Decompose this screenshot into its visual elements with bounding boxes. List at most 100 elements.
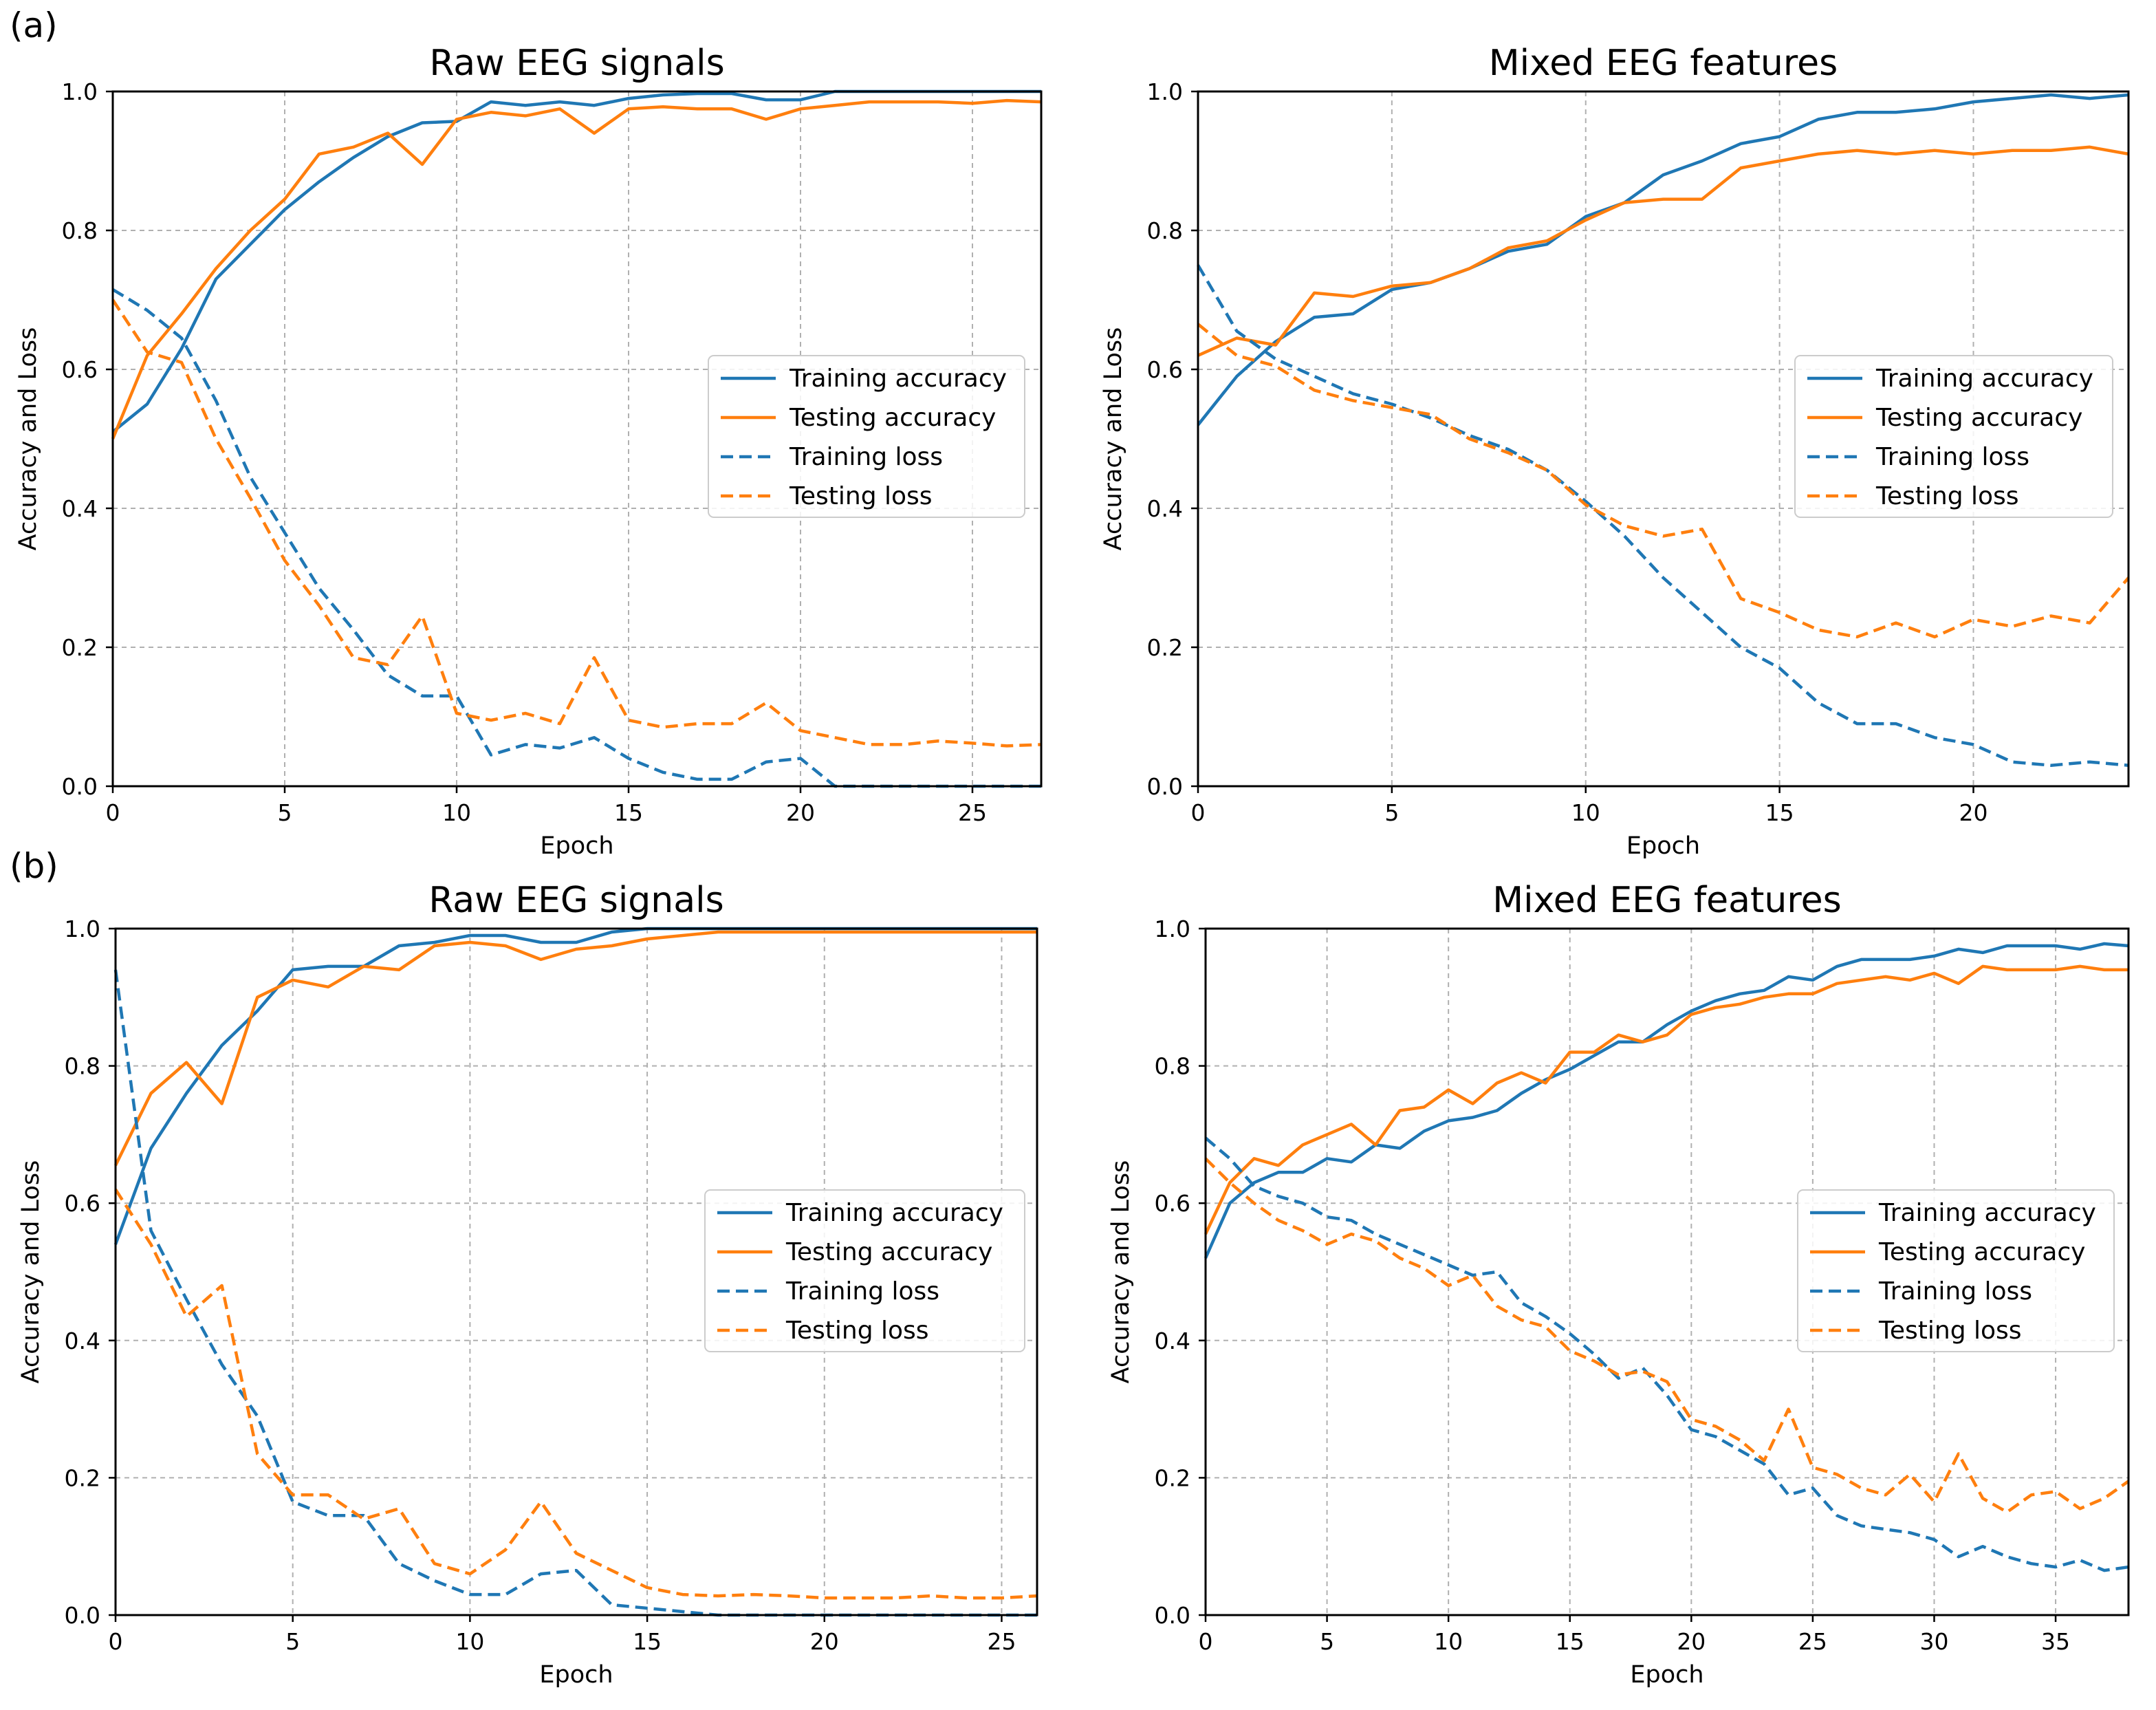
legend-label: Training accuracy	[789, 365, 1007, 393]
x-tick-label: 0	[1191, 799, 1206, 826]
legend-label: Testing loss	[1878, 1317, 2022, 1345]
y-axis-label: Accuracy and Loss	[1100, 327, 1127, 551]
y-tick-label: 0.2	[1155, 1464, 1190, 1491]
legend-box	[704, 1189, 1025, 1352]
plot-frame	[111, 90, 1043, 788]
x-tick-label: 20	[786, 799, 815, 826]
legend: Training accuracy Testing accuracy Trainin…	[708, 355, 1025, 518]
legend-label: Testing accuracy	[789, 404, 996, 432]
chart-2: 0 5 10 15 20 0.0 0.2 0.4 0.6 0.8 1.0 Mixed EEG feat…	[1100, 43, 2130, 860]
legend-label: Testing accuracy	[1875, 404, 2082, 432]
legend-box	[708, 355, 1025, 518]
x-tick-label: 0	[106, 799, 120, 826]
x-tick-label: 5	[1320, 1628, 1334, 1655]
y-tick-label: 0.4	[1147, 495, 1183, 522]
chart-4: 0 5 10 15 20 25 30 35 0.0 0.2 0.4 0.6 0.8 1.0 Mixed EE…	[1107, 880, 2130, 1689]
x-tick-label: 25	[1798, 1628, 1827, 1655]
x-tick-label: 15	[633, 1628, 662, 1655]
panel-label-b: (b)	[10, 846, 58, 886]
y-tick-label: 0.2	[1147, 634, 1183, 661]
y-tick-label: 0.6	[62, 356, 98, 383]
x-tick-label: 15	[614, 799, 643, 826]
x-axis-label: Epoch	[1626, 832, 1700, 860]
y-tick-label: 0.6	[65, 1190, 100, 1217]
x-tick-label: 10	[455, 1628, 484, 1655]
y-tick-label: 1.0	[62, 78, 98, 105]
y-axis-label: Accuracy and Loss	[1107, 1160, 1135, 1384]
legend: Training accuracy Testing accuracy Trainin…	[704, 1189, 1025, 1352]
series-line-training-accuracy	[1197, 93, 2129, 426]
series-line-training-accuracy	[1204, 942, 2129, 1259]
y-tick-label: 0.0	[62, 773, 98, 800]
x-tick-label: 30	[1919, 1628, 1948, 1655]
plot-frame	[114, 927, 1038, 1616]
x-tick-label: 15	[1556, 1628, 1585, 1655]
y-tick-label: 0.0	[1147, 773, 1183, 800]
y-tick-label: 0.2	[62, 634, 98, 661]
y-tick-label: 0.8	[1155, 1053, 1190, 1080]
y-tick-label: 1.0	[1155, 916, 1190, 942]
series-line-testing-accuracy	[1197, 145, 2129, 357]
y-tick-label: 0.8	[1147, 217, 1183, 244]
x-axis-label: Epoch	[539, 1661, 613, 1689]
x-tick-label: 5	[285, 1628, 300, 1655]
series-line-testing-accuracy	[1204, 964, 2128, 1235]
x-tick-label: 0	[1199, 1628, 1213, 1655]
legend-label: Training loss	[789, 443, 943, 471]
legend: Training accuracy Testing accuracy Trainin…	[1794, 355, 2113, 518]
series-line-testing-loss	[111, 299, 1042, 748]
chart-title: Raw EEG signals	[429, 43, 724, 84]
y-axis-label: Accuracy and Loss	[17, 1160, 45, 1384]
y-tick-label: 0.2	[65, 1464, 100, 1491]
legend: Training accuracy Testing accuracy Trainin…	[1797, 1189, 2115, 1352]
legend-label: Training accuracy	[1878, 1199, 2096, 1227]
plot-frame	[1204, 927, 2130, 1616]
chart-title: Mixed EEG features	[1489, 43, 1838, 84]
legend-label: Training accuracy	[1875, 365, 2093, 393]
x-tick-label: 10	[1434, 1628, 1463, 1655]
legend-label: Testing accuracy	[785, 1238, 992, 1266]
y-tick-label: 0.8	[65, 1053, 100, 1080]
chart-1: 0 5 10 15 20 25 0.0 0.2 0.4 0.6 0.8 1.0 Raw EEG sign…	[14, 43, 1043, 860]
x-tick-label: 35	[2041, 1628, 2070, 1655]
x-tick-label: 5	[1384, 799, 1399, 826]
x-tick-label: 25	[987, 1628, 1016, 1655]
legend-label: Training loss	[1878, 1277, 2032, 1306]
y-axis-label: Accuracy and Loss	[14, 327, 42, 551]
series-line-testing-loss	[1204, 1157, 2130, 1514]
y-tick-label: 0.6	[1147, 356, 1183, 383]
legend-label: Testing loss	[789, 482, 933, 510]
legend-label: Testing accuracy	[1878, 1238, 2085, 1266]
series-line-testing-loss	[114, 1188, 1038, 1600]
chart-title: Raw EEG signals	[428, 880, 723, 921]
panel-label-a: (a)	[10, 6, 58, 45]
series-line-training-loss	[1197, 264, 2129, 767]
series-line-testing-accuracy	[111, 98, 1042, 440]
plot-frame	[1197, 90, 2130, 788]
x-tick-label: 0	[109, 1628, 123, 1655]
y-tick-label: 0.0	[1155, 1602, 1190, 1629]
legend-label: Training accuracy	[785, 1199, 1003, 1227]
x-tick-label: 20	[810, 1628, 839, 1655]
legend-box	[1797, 1189, 2115, 1352]
x-tick-label: 10	[442, 799, 471, 826]
y-tick-label: 0.4	[65, 1328, 100, 1354]
x-tick-label: 20	[1677, 1628, 1706, 1655]
y-tick-label: 0.6	[1155, 1190, 1190, 1217]
x-tick-label: 10	[1571, 799, 1600, 826]
x-tick-label: 15	[1765, 799, 1794, 826]
series-line-testing-accuracy	[113, 930, 1037, 1167]
series-line-testing-loss	[1197, 323, 2130, 639]
y-tick-label: 0.0	[65, 1602, 100, 1629]
x-axis-label: Epoch	[540, 832, 613, 860]
x-axis-label: Epoch	[1630, 1661, 1703, 1689]
y-tick-label: 0.4	[1155, 1328, 1190, 1354]
y-tick-label: 1.0	[1147, 78, 1183, 105]
x-tick-label: 25	[958, 799, 987, 826]
x-tick-label: 20	[1959, 799, 1988, 826]
y-tick-label: 1.0	[65, 916, 100, 942]
chart-title: Mixed EEG features	[1492, 880, 1841, 921]
x-tick-label: 5	[278, 799, 292, 826]
legend-label: Training loss	[785, 1277, 939, 1306]
